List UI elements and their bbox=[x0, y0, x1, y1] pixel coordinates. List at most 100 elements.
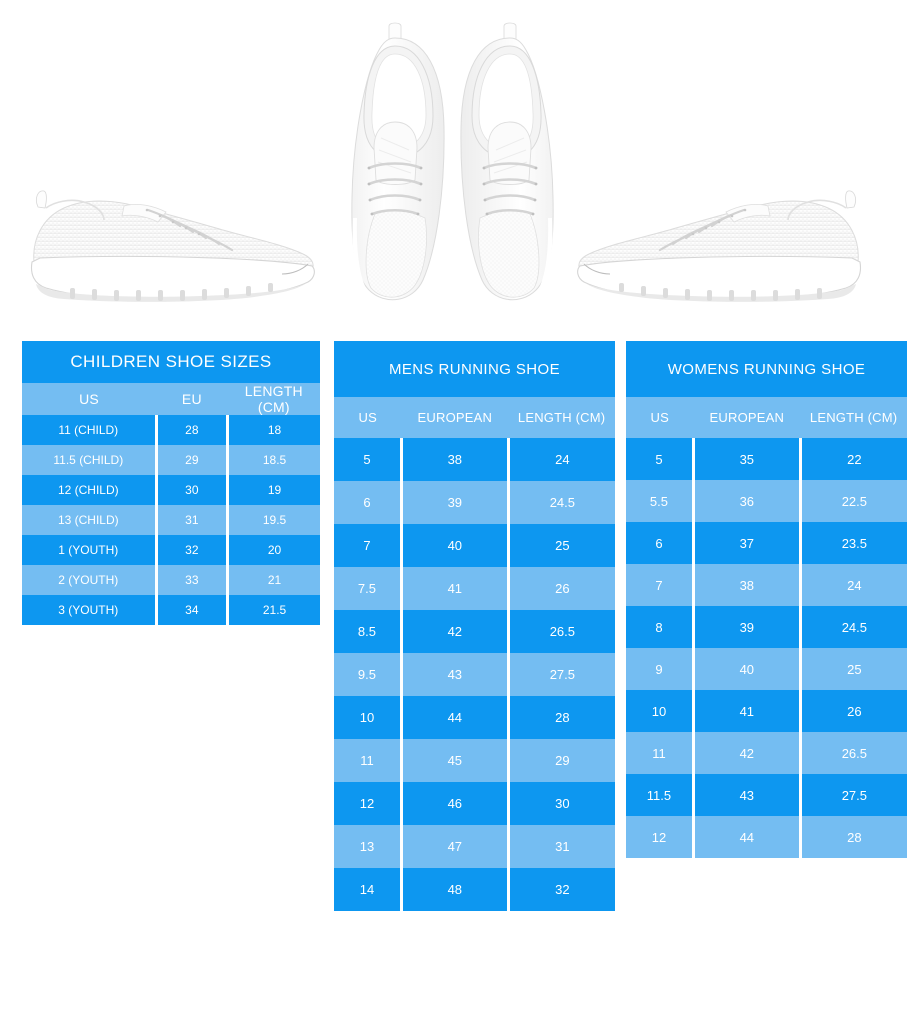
table-row: 9.5 43 27.5 bbox=[334, 653, 615, 696]
cell-european: 40 bbox=[691, 648, 801, 690]
table-row: 11 42 26.5 bbox=[626, 732, 907, 774]
cell-length: 30 bbox=[506, 782, 615, 825]
table-row: 11 45 29 bbox=[334, 739, 615, 782]
cell-us: 11 (CHILD) bbox=[22, 415, 157, 445]
cell-length: 21 bbox=[226, 565, 320, 595]
cell-eu: 32 bbox=[154, 535, 228, 565]
table-row: 7 40 25 bbox=[334, 524, 615, 567]
mens-col-european: EUROPEAN bbox=[401, 397, 509, 438]
cell-european: 41 bbox=[691, 690, 801, 732]
mens-col-us: US bbox=[334, 397, 402, 438]
cell-length: 24.5 bbox=[798, 606, 907, 648]
cell-european: 42 bbox=[399, 610, 509, 653]
table-row: 11.5 43 27.5 bbox=[626, 774, 907, 816]
womens-col-european: EUROPEAN bbox=[693, 397, 801, 438]
cell-length: 25 bbox=[798, 648, 907, 690]
mens-shoe-size-table: MENS RUNNING SHOE US EUROPEAN LENGTH (CM… bbox=[334, 341, 615, 911]
womens-shoe-size-table: WOMENS RUNNING SHOE US EUROPEAN LENGTH (… bbox=[626, 341, 907, 858]
table-row: 9 40 25 bbox=[626, 648, 907, 690]
table-row: 7 38 24 bbox=[626, 564, 907, 606]
cell-eu: 34 bbox=[154, 595, 228, 625]
table-row: 10 44 28 bbox=[334, 696, 615, 739]
cell-length: 26.5 bbox=[798, 732, 907, 774]
womens-table-title: WOMENS RUNNING SHOE bbox=[626, 341, 907, 397]
cell-us: 6 bbox=[334, 481, 402, 524]
children-table-title: CHILDREN SHOE SIZES bbox=[22, 341, 320, 383]
cell-european: 36 bbox=[691, 480, 801, 522]
womens-col-us: US bbox=[626, 397, 694, 438]
table-row: 12 44 28 bbox=[626, 816, 907, 858]
cell-us: 7 bbox=[334, 524, 402, 567]
cell-length: 19.5 bbox=[226, 505, 320, 535]
cell-length: 27.5 bbox=[506, 653, 615, 696]
cell-eu: 28 bbox=[154, 415, 228, 445]
cell-length: 18.5 bbox=[226, 445, 320, 475]
cell-us: 12 bbox=[334, 782, 402, 825]
cell-length: 24.5 bbox=[506, 481, 615, 524]
cell-us: 8.5 bbox=[334, 610, 402, 653]
cell-length: 27.5 bbox=[798, 774, 907, 816]
cell-length: 22 bbox=[798, 438, 907, 480]
cell-european: 35 bbox=[691, 438, 801, 480]
cell-length: 32 bbox=[506, 868, 615, 911]
children-col-us: US bbox=[22, 383, 157, 415]
table-row: 10 41 26 bbox=[626, 690, 907, 732]
cell-us: 7.5 bbox=[334, 567, 402, 610]
table-row: 5 35 22 bbox=[626, 438, 907, 480]
cell-length: 29 bbox=[506, 739, 615, 782]
cell-us: 9.5 bbox=[334, 653, 402, 696]
table-row: 8 39 24.5 bbox=[626, 606, 907, 648]
table-row: 6 39 24.5 bbox=[334, 481, 615, 524]
cell-european: 40 bbox=[399, 524, 509, 567]
table-row: 5 38 24 bbox=[334, 438, 615, 481]
children-shoe-size-table: CHILDREN SHOE SIZES US EU LENGTH (CM) 11… bbox=[22, 341, 320, 625]
cell-us: 1 (YOUTH) bbox=[22, 535, 157, 565]
table-row: 13 (CHILD) 31 19.5 bbox=[22, 505, 320, 535]
cell-european: 48 bbox=[399, 868, 509, 911]
cell-us: 11.5 (CHILD) bbox=[22, 445, 157, 475]
cell-length: 28 bbox=[798, 816, 907, 858]
cell-us: 5.5 bbox=[626, 480, 694, 522]
children-col-length: LENGTH (CM) bbox=[227, 383, 320, 415]
cell-us: 10 bbox=[334, 696, 402, 739]
table-row: 11 (CHILD) 28 18 bbox=[22, 415, 320, 445]
cell-european: 45 bbox=[399, 739, 509, 782]
mens-col-length: LENGTH (CM) bbox=[508, 397, 615, 438]
table-row: 3 (YOUTH) 34 21.5 bbox=[22, 595, 320, 625]
cell-eu: 33 bbox=[154, 565, 228, 595]
cell-us: 3 (YOUTH) bbox=[22, 595, 157, 625]
cell-us: 5 bbox=[334, 438, 402, 481]
cell-us: 6 bbox=[626, 522, 694, 564]
sneaker-side-right-image bbox=[572, 162, 872, 312]
cell-us: 7 bbox=[626, 564, 694, 606]
cell-length: 20 bbox=[226, 535, 320, 565]
mens-table-column-headers: US EUROPEAN LENGTH (CM) bbox=[334, 397, 615, 438]
sneaker-pair-top-image bbox=[345, 18, 560, 318]
table-row: 6 37 23.5 bbox=[626, 522, 907, 564]
cell-us: 12 bbox=[626, 816, 694, 858]
cell-european: 37 bbox=[691, 522, 801, 564]
cell-length: 24 bbox=[506, 438, 615, 481]
cell-us: 13 bbox=[334, 825, 402, 868]
cell-european: 38 bbox=[691, 564, 801, 606]
cell-length: 26.5 bbox=[506, 610, 615, 653]
cell-european: 47 bbox=[399, 825, 509, 868]
table-row: 2 (YOUTH) 33 21 bbox=[22, 565, 320, 595]
sneaker-side-left-image bbox=[20, 162, 320, 312]
cell-european: 44 bbox=[399, 696, 509, 739]
cell-european: 42 bbox=[691, 732, 801, 774]
cell-us: 11 bbox=[626, 732, 694, 774]
table-row: 7.5 41 26 bbox=[334, 567, 615, 610]
cell-length: 18 bbox=[226, 415, 320, 445]
cell-us: 8 bbox=[626, 606, 694, 648]
cell-length: 31 bbox=[506, 825, 615, 868]
cell-length: 26 bbox=[506, 567, 615, 610]
womens-col-length: LENGTH (CM) bbox=[800, 397, 907, 438]
table-row: 14 48 32 bbox=[334, 868, 615, 911]
cell-length: 23.5 bbox=[798, 522, 907, 564]
cell-european: 39 bbox=[399, 481, 509, 524]
table-row: 8.5 42 26.5 bbox=[334, 610, 615, 653]
children-table-column-headers: US EU LENGTH (CM) bbox=[22, 383, 320, 415]
cell-us: 14 bbox=[334, 868, 402, 911]
cell-european: 38 bbox=[399, 438, 509, 481]
